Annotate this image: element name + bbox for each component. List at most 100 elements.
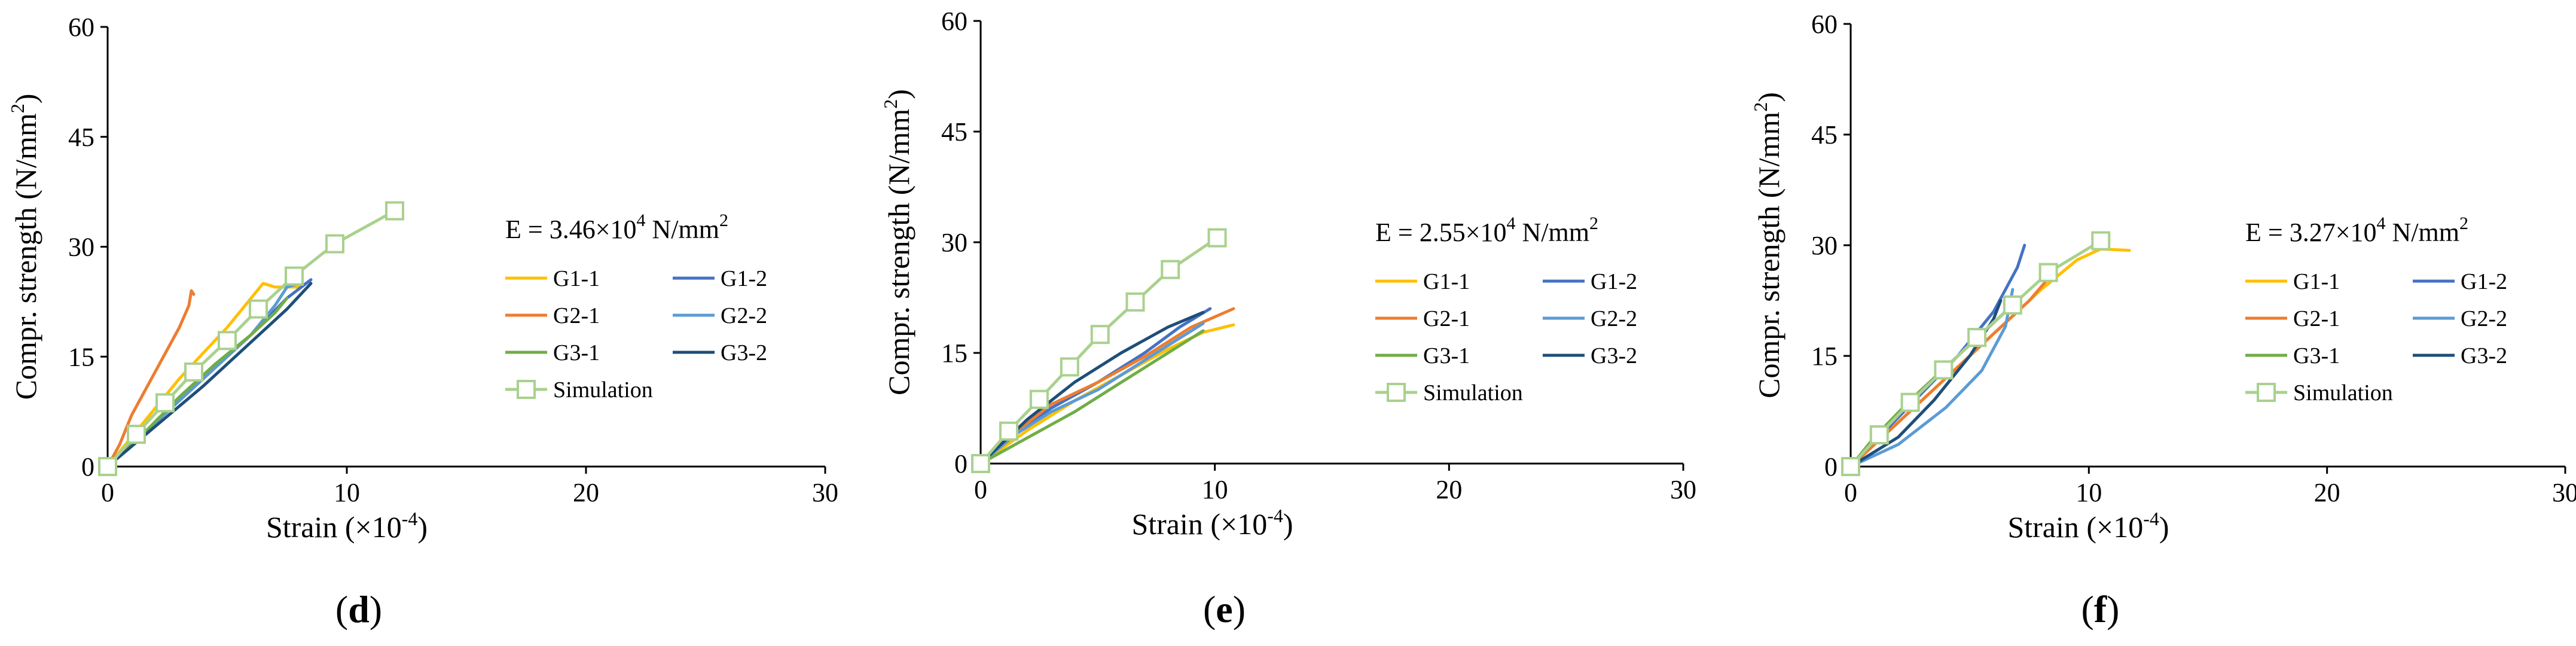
series-line-g3-2 <box>979 310 1205 465</box>
panel-label: (d) <box>335 588 382 630</box>
y-tick-label: 60 <box>68 13 94 42</box>
series-line-g1-1 <box>106 282 301 468</box>
y-tick-label: 0 <box>954 449 967 479</box>
x-tick-label: 20 <box>573 478 599 507</box>
legend-label-g3-2: G3-2 <box>1591 343 1637 368</box>
simulation-marker <box>971 454 990 473</box>
y-axis-label: Compr. strength (N/mm2) <box>7 94 42 400</box>
panel-label: (e) <box>1203 588 1246 630</box>
y-tick-label: 30 <box>941 228 967 257</box>
chart-panel-d: 0 15 30 45 60 0 10 20 30 Strain (×10-4) Compr. str… <box>7 13 838 630</box>
legend: G1-1 G1-2 G2-1 G2-2 G3-1 G3-2 Simulation <box>505 266 767 403</box>
legend-label-g3-1: G3-1 <box>2293 343 2340 368</box>
simulation-marker <box>1934 360 1954 380</box>
simulation-marker <box>1967 328 1987 348</box>
x-tick-label: 0 <box>974 475 987 504</box>
y-tick-label: 60 <box>941 7 967 36</box>
x-tick-label: 10 <box>2076 478 2102 507</box>
simulation-marker <box>1900 392 1920 412</box>
legend-label-simulation: Simulation <box>553 377 653 403</box>
legend-label-g3-2: G3-2 <box>721 340 767 365</box>
legend-marker-simulation <box>2257 383 2276 402</box>
simulation-marker <box>1029 389 1049 409</box>
legend-label-g3-2: G3-2 <box>2461 343 2507 368</box>
simulation-marker <box>1841 457 1860 476</box>
simulation-marker <box>127 425 146 444</box>
legend-marker-simulation <box>517 380 536 399</box>
simulation-marker <box>1207 228 1227 248</box>
y-tick-label: 0 <box>81 452 94 482</box>
modulus-annotation: E = 3.27×104 N/mm2 <box>2245 214 2468 247</box>
legend-label-g2-1: G2-1 <box>2293 306 2340 331</box>
x-tick-label: 30 <box>812 478 838 507</box>
y-tick-label: 15 <box>68 342 94 371</box>
simulation-marker <box>325 234 344 254</box>
legend: G1-1 G1-2 G2-1 G2-2 G3-1 G3-2 Simulation <box>1375 269 1637 406</box>
y-axis-label: Compr. strength (N/mm2) <box>1750 92 1786 398</box>
simulation-marker <box>1060 357 1079 377</box>
x-tick-label: 20 <box>2314 478 2340 507</box>
simulation-marker <box>1125 292 1145 312</box>
legend-label-simulation: Simulation <box>1423 380 1523 406</box>
simulation-marker <box>385 201 404 221</box>
simulation-marker <box>285 266 304 286</box>
panel-label: (f) <box>2081 588 2120 630</box>
y-tick-label: 30 <box>68 233 94 262</box>
x-tick-label: 10 <box>1202 475 1228 504</box>
simulation-marker <box>2091 231 2111 251</box>
x-axis-label: Strain (×10-4) <box>1131 505 1293 541</box>
y-tick-label: 0 <box>1824 452 1838 482</box>
simulation-marker <box>184 362 203 382</box>
chart-panel-e: 0 15 30 45 60 0 10 20 30 Strain (×10-4) Compr. str… <box>880 7 1696 630</box>
legend-label-g3-1: G3-1 <box>553 340 600 365</box>
simulation-marker <box>249 299 268 319</box>
x-tick-label: 20 <box>1436 475 1462 504</box>
modulus-annotation: E = 2.55×104 N/mm2 <box>1375 214 1598 247</box>
y-tick-label: 15 <box>941 339 967 368</box>
y-tick-label: 60 <box>1811 10 1838 39</box>
legend-marker-simulation <box>1387 383 1406 402</box>
legend-label-g1-1: G1-1 <box>2293 269 2340 294</box>
legend-label-g2-1: G2-1 <box>1423 306 1470 331</box>
simulation-marker <box>218 331 237 351</box>
simulation-marker <box>1090 325 1110 345</box>
legend: G1-1 G1-2 G2-1 G2-2 G3-1 G3-2 Simulation <box>2245 269 2507 406</box>
y-tick-label: 15 <box>1811 342 1838 371</box>
x-axis-label: Strain (×10-4) <box>2007 508 2169 544</box>
legend-label-g1-2: G1-2 <box>2461 269 2507 294</box>
simulation-marker <box>2038 263 2058 282</box>
y-tick-label: 45 <box>68 123 94 152</box>
y-axis-label: Compr. strength (N/mm2) <box>880 89 915 395</box>
x-tick-label: 10 <box>334 478 360 507</box>
simulation-marker <box>155 393 175 413</box>
series-line-g3-2 <box>106 282 313 468</box>
legend-label-simulation: Simulation <box>2293 380 2393 406</box>
x-tick-label: 30 <box>1670 475 1696 504</box>
legend-label-g1-1: G1-1 <box>1423 269 1470 294</box>
chart-panel-f: 0 15 30 45 60 0 10 20 30 Strain (×10-4) Compr. str… <box>1750 10 2576 630</box>
legend-label-g2-1: G2-1 <box>553 303 600 328</box>
simulation-marker <box>999 421 1018 441</box>
legend-label-g1-2: G1-2 <box>721 266 767 291</box>
series-line-g2-1 <box>106 289 196 468</box>
y-tick-label: 45 <box>941 117 967 147</box>
legend-label-g1-1: G1-1 <box>553 266 600 291</box>
y-tick-label: 30 <box>1811 231 1838 260</box>
x-tick-label: 30 <box>2552 478 2576 507</box>
legend-label-g1-2: G1-2 <box>1591 269 1637 294</box>
legend-label-g2-2: G2-2 <box>2461 306 2507 331</box>
legend-label-g3-1: G3-1 <box>1423 343 1470 368</box>
series-line-g2-2 <box>1849 288 2015 468</box>
x-axis-label: Strain (×10-4) <box>266 508 428 544</box>
x-tick-label: 0 <box>101 478 114 507</box>
x-tick-label: 0 <box>1844 478 1857 507</box>
simulation-marker <box>1161 260 1180 279</box>
legend-label-g2-2: G2-2 <box>1591 306 1637 331</box>
simulation-marker <box>2003 295 2022 315</box>
simulation-marker <box>1869 425 1889 444</box>
series-line-g3-1 <box>979 329 1205 465</box>
simulation-marker <box>98 457 117 476</box>
y-tick-label: 45 <box>1811 120 1838 150</box>
modulus-annotation: E = 3.46×104 N/mm2 <box>505 211 728 244</box>
